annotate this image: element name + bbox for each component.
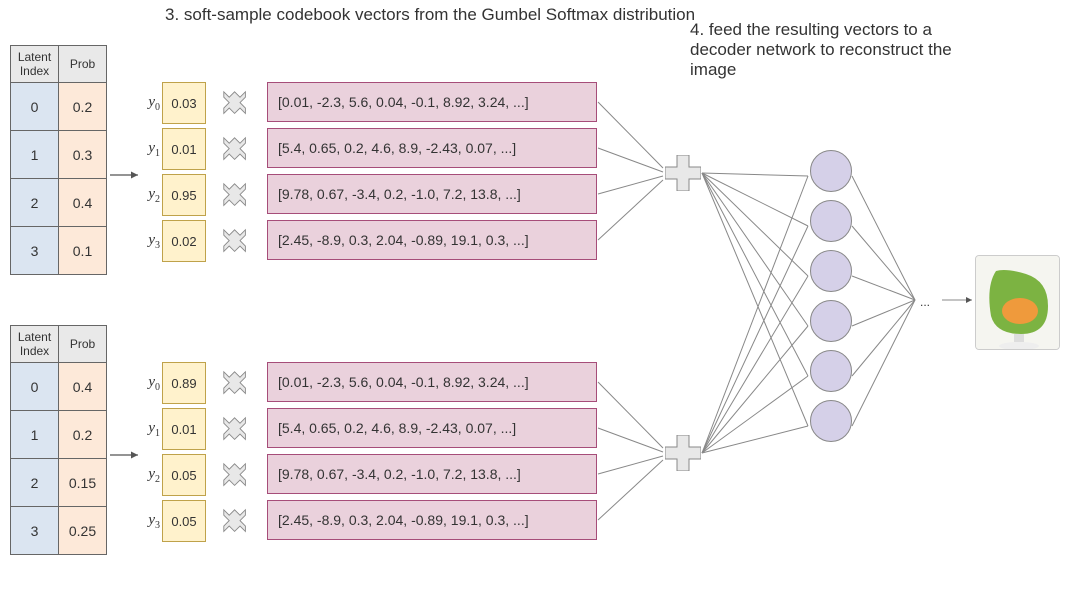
codebook-row: [9.78, 0.67, -3.4, 0.2, -1.0, 7.2, 13.8,… xyxy=(267,454,597,494)
prob-cell: 0.25 xyxy=(59,507,107,555)
y-label: y1 xyxy=(140,140,160,159)
nn-node xyxy=(810,200,852,242)
idx-cell: 3 xyxy=(11,227,59,275)
plus-icon xyxy=(665,155,701,191)
codebook-row: [0.01, -2.3, 5.6, 0.04, -0.1, 8.92, 3.24… xyxy=(267,362,597,402)
prob-cell: 0.2 xyxy=(59,83,107,131)
codebook-row: [0.01, -2.3, 5.6, 0.04, -0.1, 8.92, 3.24… xyxy=(267,82,597,122)
dots: ... xyxy=(920,295,930,309)
nn-node xyxy=(810,350,852,392)
multiply-icon xyxy=(222,508,250,536)
idx-cell: 1 xyxy=(11,411,59,459)
y-value: 0.03 xyxy=(162,82,206,124)
multiply-icon xyxy=(222,228,250,256)
idx-cell: 1 xyxy=(11,131,59,179)
y-value: 0.89 xyxy=(162,362,206,404)
prob-cell: 0.4 xyxy=(59,363,107,411)
step-3-title: 3. soft-sample codebook vectors from the… xyxy=(165,5,695,25)
latent-table-1: Latent Index Prob 00.2 10.3 20.4 30.1 xyxy=(10,45,107,275)
codebook-vectors-2: [0.01, -2.3, 5.6, 0.04, -0.1, 8.92, 3.24… xyxy=(267,362,597,540)
idx-cell: 3 xyxy=(11,507,59,555)
y-label: y0 xyxy=(140,94,160,113)
step-4-title: 4. feed the resulting vectors to a decod… xyxy=(690,20,970,80)
y-value: 0.05 xyxy=(162,500,206,542)
y-label: y2 xyxy=(140,466,160,485)
latent-table-2: Latent Index Prob 00.4 10.2 20.15 30.25 xyxy=(10,325,107,555)
header-prob: Prob xyxy=(59,326,107,363)
y-label: y2 xyxy=(140,186,160,205)
multiply-icon xyxy=(222,462,250,490)
prob-cell: 0.3 xyxy=(59,131,107,179)
reconstructed-image xyxy=(975,255,1060,350)
nn-node xyxy=(810,400,852,442)
idx-cell: 0 xyxy=(11,363,59,411)
nn-node xyxy=(810,250,852,292)
gumbel-weights-1: y00.03 y10.01 y20.95 y30.02 xyxy=(140,82,206,262)
header-latent-index: Latent Index xyxy=(11,46,59,83)
prob-cell: 0.1 xyxy=(59,227,107,275)
codebook-row: [2.45, -8.9, 0.3, 2.04, -0.89, 19.1, 0.3… xyxy=(267,500,597,540)
codebook-row: [9.78, 0.67, -3.4, 0.2, -1.0, 7.2, 13.8,… xyxy=(267,174,597,214)
nn-node xyxy=(810,300,852,342)
nn-node xyxy=(810,150,852,192)
y-value: 0.01 xyxy=(162,128,206,170)
codebook-row: [5.4, 0.65, 0.2, 4.6, 8.9, -2.43, 0.07, … xyxy=(267,128,597,168)
codebook-row: [5.4, 0.65, 0.2, 4.6, 8.9, -2.43, 0.07, … xyxy=(267,408,597,448)
multiply-icon xyxy=(222,416,250,444)
header-latent-index: Latent Index xyxy=(11,326,59,363)
y-label: y0 xyxy=(140,374,160,393)
codebook-vectors-1: [0.01, -2.3, 5.6, 0.04, -0.1, 8.92, 3.24… xyxy=(267,82,597,260)
header-prob: Prob xyxy=(59,46,107,83)
idx-cell: 0 xyxy=(11,83,59,131)
y-label: y3 xyxy=(140,232,160,251)
multiply-icon xyxy=(222,182,250,210)
codebook-row: [2.45, -8.9, 0.3, 2.04, -0.89, 19.1, 0.3… xyxy=(267,220,597,260)
y-value: 0.02 xyxy=(162,220,206,262)
plus-icon xyxy=(665,435,701,471)
idx-cell: 2 xyxy=(11,179,59,227)
prob-cell: 0.4 xyxy=(59,179,107,227)
multiply-icon xyxy=(222,90,250,118)
multiply-icon xyxy=(222,136,250,164)
multiply-icon xyxy=(222,370,250,398)
prob-cell: 0.2 xyxy=(59,411,107,459)
prob-cell: 0.15 xyxy=(59,459,107,507)
y-value: 0.05 xyxy=(162,454,206,496)
y-label: y1 xyxy=(140,420,160,439)
gumbel-weights-2: y00.89 y10.01 y20.05 y30.05 xyxy=(140,362,206,542)
idx-cell: 2 xyxy=(11,459,59,507)
y-value: 0.01 xyxy=(162,408,206,450)
y-value: 0.95 xyxy=(162,174,206,216)
y-label: y3 xyxy=(140,512,160,531)
